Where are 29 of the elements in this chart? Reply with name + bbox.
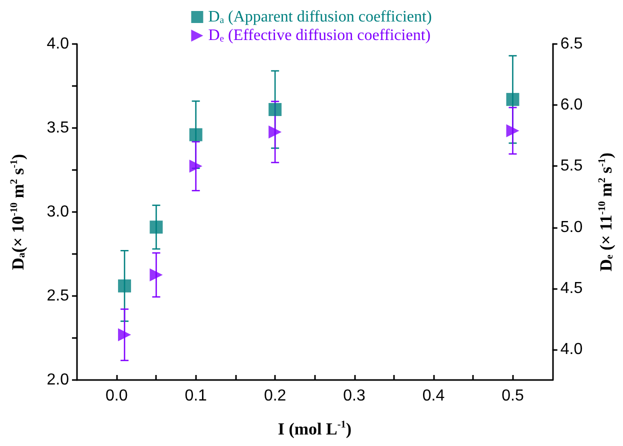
x-tick-label: 0.5 <box>502 388 524 404</box>
point <box>268 103 282 116</box>
point <box>189 128 202 142</box>
y2-tick-label: 5.5 <box>560 158 583 175</box>
point <box>506 124 520 138</box>
point <box>268 125 282 138</box>
point <box>150 220 163 234</box>
y-tick-label: 2.0 <box>46 372 70 388</box>
text: Da(× 10-10 m2 s-1) <box>8 154 28 270</box>
y-tick-label: 4.0 <box>46 36 70 52</box>
point <box>118 328 132 342</box>
y-tick-label: 3.5 <box>46 120 70 136</box>
point <box>506 92 520 106</box>
y2-tick-label: 4.0 <box>560 340 583 358</box>
y-tick-label: 2.5 <box>46 288 70 304</box>
y-tick-label: 3.0 <box>46 204 70 220</box>
y2-tick-label: 6.5 <box>560 36 583 52</box>
y2-tick-label: 4.5 <box>560 280 583 297</box>
point <box>118 279 132 292</box>
text: De (× 11-10 m2 s-1) <box>596 152 616 272</box>
x-tick-label: 0.4 <box>422 388 445 404</box>
y2-tick-label: 5.0 <box>560 218 583 236</box>
y2-tick-label: 6.0 <box>560 96 583 114</box>
point <box>150 268 163 282</box>
x-tick-label: 0.1 <box>184 388 208 404</box>
x-tick-label: 0.2 <box>264 388 286 404</box>
x-tick-label: 0.3 <box>343 388 366 404</box>
point <box>189 160 202 173</box>
x-tick-label: 0.0 <box>105 388 128 404</box>
